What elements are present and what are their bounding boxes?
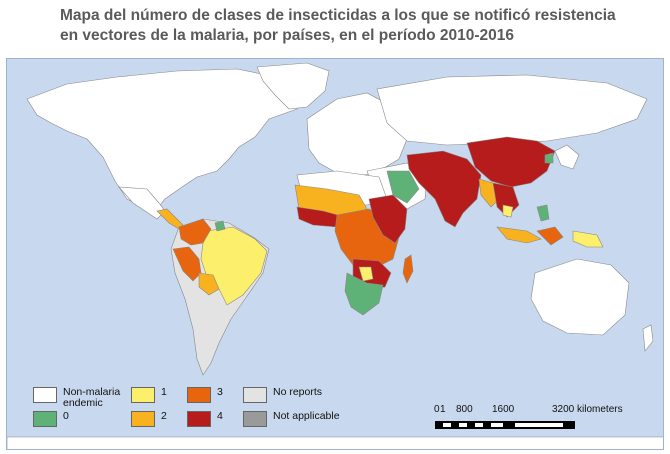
- philippines: [536, 204, 550, 222]
- central-america: [156, 208, 184, 230]
- legend-label-4: 4: [217, 410, 223, 422]
- title-line-2: en vectores de la malaria, por países, e…: [60, 27, 515, 44]
- africa-east: [368, 194, 408, 244]
- legend-swatch-2: [131, 411, 155, 427]
- saudi-arabia: [386, 170, 420, 204]
- south-asia: [406, 150, 482, 228]
- title-line-1: Mapa del número de clases de insecticida…: [60, 7, 616, 24]
- legend-swatch-no-reports: [243, 387, 267, 403]
- legend-class-4: 4: [187, 411, 223, 427]
- legend-swatch-0: [33, 411, 57, 427]
- legend-not-applicable: Not applicable: [243, 411, 340, 427]
- bolivia: [198, 272, 220, 296]
- legend-swatch-1: [131, 387, 155, 403]
- scale-tick-1600: 1600: [492, 404, 515, 415]
- legend-label-2: 2: [161, 410, 167, 422]
- legend-label-1: 1: [161, 386, 167, 398]
- legend-class-3: 3: [187, 387, 223, 403]
- greenland: [256, 62, 330, 110]
- map-svg: [7, 62, 663, 449]
- legend-label-non-malaria: Non-malaria endemic: [63, 386, 121, 409]
- cambodia: [502, 204, 514, 218]
- legend-label-3: 3: [217, 386, 223, 398]
- legend-swatch-not-applicable: [243, 411, 267, 427]
- russia: [376, 74, 648, 146]
- namibia-zambia: [358, 266, 374, 282]
- legend-class-1: 1: [131, 387, 167, 403]
- legend-label-0: 0: [63, 410, 69, 422]
- korea-dprk: [544, 152, 554, 164]
- legend-class-2: 2: [131, 411, 167, 427]
- legend-non-malaria: Non-malaria endemic: [33, 387, 133, 409]
- scale-bar: [435, 421, 575, 429]
- madagascar: [402, 254, 414, 284]
- indonesia-east: [536, 226, 564, 246]
- north-america: [26, 68, 308, 210]
- indonesia-west: [496, 226, 542, 244]
- guiana: [214, 220, 226, 232]
- scale-tick-3200: 3200 kilometers: [552, 404, 623, 415]
- legend-no-reports: No reports: [243, 387, 322, 403]
- scale-tick-800: 800: [456, 404, 473, 415]
- legend-class-0: 0: [33, 411, 69, 427]
- legend-label-not-applicable: Not applicable: [273, 410, 340, 422]
- world-map: Non-malaria endemic 0 1 2 3 4 No reports…: [6, 58, 664, 450]
- colombia-venezuela: [178, 218, 212, 246]
- legend-swatch-3: [187, 387, 211, 403]
- scale-tick-0: 0: [434, 404, 440, 415]
- australia: [530, 258, 630, 336]
- europe: [306, 92, 408, 178]
- legend-label-no-reports: No reports: [273, 386, 323, 398]
- china: [466, 136, 556, 188]
- map-title: Mapa del número de clases de insecticida…: [60, 6, 660, 46]
- new-zealand: [642, 324, 654, 352]
- africa-south: [344, 272, 384, 316]
- legend-swatch-4: [187, 411, 211, 427]
- legend-swatch-non-malaria: [33, 387, 57, 403]
- papua: [572, 230, 604, 248]
- korea-japan: [554, 144, 580, 170]
- antarctica: [7, 436, 663, 449]
- scale-tick-1: 1: [440, 404, 446, 415]
